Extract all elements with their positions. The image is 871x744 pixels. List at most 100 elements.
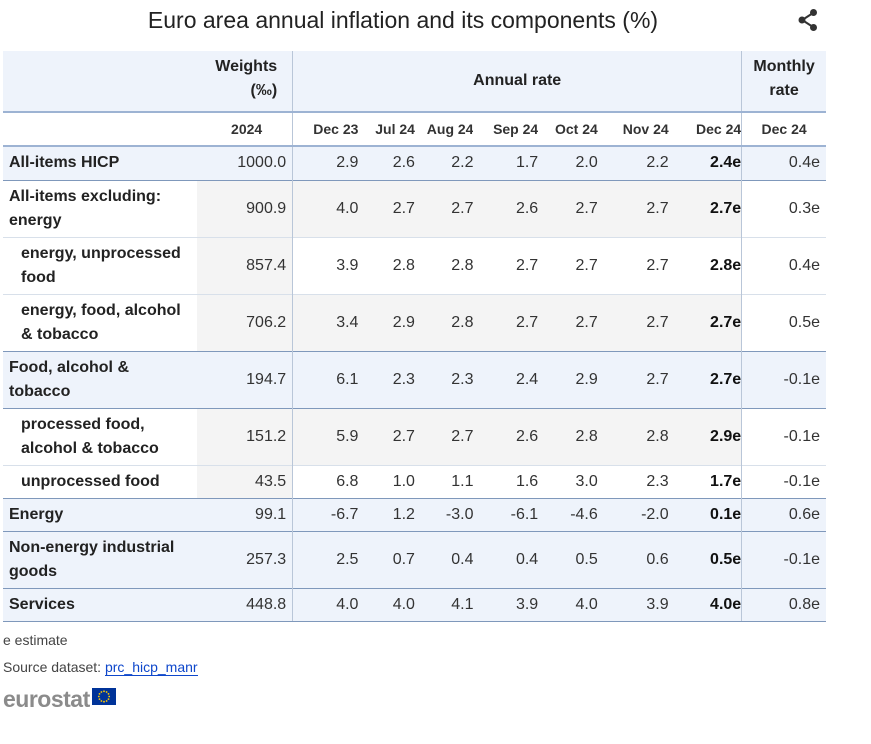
monthly-rate-cell: 0.4e bbox=[741, 236, 826, 294]
table-row: Services 448.8 4.0 4.0 4.1 3.9 4.0 3.9 4.0e 0.8e bbox=[3, 587, 826, 622]
annual-rate-cell: 2.7 bbox=[597, 236, 669, 294]
current-annual-rate-cell: 0.1e bbox=[668, 497, 742, 531]
current-annual-rate-cell: 1.7e bbox=[668, 464, 742, 498]
annual-rate-cell: 2.7 bbox=[597, 293, 669, 351]
annual-rate-cell: 2.8 bbox=[538, 407, 598, 465]
annual-rate-cell: 2.6 bbox=[473, 407, 539, 465]
annual-rate-cell: 1.7 bbox=[473, 146, 539, 180]
row-label: energy, food, alcohol & tobacco bbox=[3, 293, 198, 351]
eurostat-logo[interactable]: eurostat bbox=[3, 686, 116, 712]
annual-rate-cell: -3.0 bbox=[414, 497, 474, 531]
monthly-rate-cell: 0.4e bbox=[741, 146, 826, 180]
annual-rate-cell: 1.0 bbox=[358, 464, 415, 498]
annual-rate-cell: 3.0 bbox=[538, 464, 598, 498]
monthly-rate-cell: -0.1e bbox=[741, 464, 826, 498]
annual-rate-cell: -2.0 bbox=[597, 497, 669, 531]
annual-rate-cell: 3.4 bbox=[292, 293, 359, 351]
annual-rate-cell: 2.3 bbox=[597, 464, 669, 498]
weight-cell: 99.1 bbox=[197, 497, 293, 531]
column-header: Sep 24 bbox=[473, 111, 539, 147]
column-header-blank bbox=[3, 111, 198, 147]
annual-rate-cell: 4.0 bbox=[292, 179, 359, 237]
inflation-table: Weights (‰) Annual rate Monthly rate 202… bbox=[3, 51, 826, 622]
table-row: All-items HICP 1000.0 2.9 2.6 2.2 1.7 2.0 2.2 2.… bbox=[3, 146, 826, 180]
row-label: processed food, alcohol & tobacco bbox=[3, 407, 198, 465]
weight-cell: 151.2 bbox=[197, 407, 293, 465]
annual-rate-cell: 4.0 bbox=[292, 587, 359, 622]
annual-rate-cell: 4.0 bbox=[358, 587, 415, 622]
annual-rate-cell: 0.4 bbox=[473, 530, 539, 588]
annual-rate-cell: 0.7 bbox=[358, 530, 415, 588]
annual-rate-cell: 2.9 bbox=[538, 350, 598, 408]
annual-rate-cell: 2.8 bbox=[358, 236, 415, 294]
column-header: Dec 23 bbox=[292, 111, 359, 147]
estimate-note: e estimate bbox=[3, 632, 68, 648]
annual-rate-cell: 0.6 bbox=[597, 530, 669, 588]
annual-rate-cell: 2.8 bbox=[597, 407, 669, 465]
row-label: unprocessed food bbox=[3, 464, 198, 498]
annual-rate-cell: 3.9 bbox=[597, 587, 669, 622]
annual-rate-cell: 3.9 bbox=[473, 587, 539, 622]
column-header: Dec 24 bbox=[668, 111, 742, 147]
table-row: All-items excluding: energy 900.9 4.0 2.7 2.… bbox=[3, 179, 826, 237]
row-label: Food, alcohol & tobacco bbox=[3, 350, 198, 408]
monthly-rate-cell: 0.8e bbox=[741, 587, 826, 622]
weight-cell: 43.5 bbox=[197, 464, 293, 498]
source-line: Source dataset: prc_hicp_manr bbox=[3, 659, 198, 676]
monthly-rate-header: Monthly rate bbox=[741, 51, 826, 112]
annual-rate-cell: 2.5 bbox=[292, 530, 359, 588]
weight-cell: 1000.0 bbox=[197, 146, 293, 180]
eu-flag-icon bbox=[91, 688, 116, 710]
table-body: All-items HICP 1000.0 2.9 2.6 2.2 1.7 2.0 2.2 2.… bbox=[3, 146, 826, 622]
annual-rate-cell: 2.7 bbox=[358, 179, 415, 237]
column-header: Oct 24 bbox=[538, 111, 598, 147]
annual-rate-cell: 5.9 bbox=[292, 407, 359, 465]
weights-header: Weights (‰) bbox=[197, 51, 293, 112]
row-label: energy, unprocessed food bbox=[3, 236, 198, 294]
table-row: energy, food, alcohol & tobacco 706.2 3.4 2… bbox=[3, 293, 826, 351]
column-header: Dec 24 bbox=[741, 111, 826, 147]
annual-rate-cell: 2.7 bbox=[358, 407, 415, 465]
header-row-columns: 2024 Dec 23 Jul 24 Aug 24 Sep 24 Oct 24 Nov 24… bbox=[3, 111, 826, 147]
table-row: processed food, alcohol & tobacco 151.2 5.… bbox=[3, 407, 826, 465]
column-header: Nov 24 bbox=[597, 111, 669, 147]
monthly-rate-cell: -0.1e bbox=[741, 407, 826, 465]
annual-rate-cell: 2.9 bbox=[358, 293, 415, 351]
current-annual-rate-cell: 0.5e bbox=[668, 530, 742, 588]
current-annual-rate-cell: 4.0e bbox=[668, 587, 742, 622]
annual-rate-cell: 2.7 bbox=[538, 179, 598, 237]
share-icon[interactable] bbox=[796, 8, 820, 32]
monthly-rate-cell: -0.1e bbox=[741, 350, 826, 408]
current-annual-rate-cell: 2.8e bbox=[668, 236, 742, 294]
annual-rate-cell: 3.9 bbox=[292, 236, 359, 294]
annual-rate-cell: -4.6 bbox=[538, 497, 598, 531]
annual-rate-cell: 2.7 bbox=[414, 407, 474, 465]
annual-rate-cell: 2.8 bbox=[414, 236, 474, 294]
annual-rate-cell: 2.4 bbox=[473, 350, 539, 408]
current-annual-rate-cell: 2.7e bbox=[668, 179, 742, 237]
annual-rate-cell: 0.4 bbox=[414, 530, 474, 588]
annual-rate-cell: 6.8 bbox=[292, 464, 359, 498]
monthly-rate-cell: 0.5e bbox=[741, 293, 826, 351]
annual-rate-cell: 1.6 bbox=[473, 464, 539, 498]
annual-rate-cell: 2.7 bbox=[473, 236, 539, 294]
monthly-rate-cell: -0.1e bbox=[741, 530, 826, 588]
row-label: All-items HICP bbox=[3, 146, 198, 180]
annual-rate-cell: 1.1 bbox=[414, 464, 474, 498]
annual-rate-cell: 2.7 bbox=[597, 350, 669, 408]
annual-rate-cell: 4.1 bbox=[414, 587, 474, 622]
row-label: All-items excluding: energy bbox=[3, 179, 198, 237]
source-dataset-link[interactable]: prc_hicp_manr bbox=[104, 659, 198, 676]
weights-header-label: Weights bbox=[215, 58, 278, 75]
annual-rate-cell: -6.7 bbox=[292, 497, 359, 531]
annual-rate-cell: 2.7 bbox=[473, 293, 539, 351]
weight-cell: 857.4 bbox=[197, 236, 293, 294]
monthly-rate-cell: 0.6e bbox=[741, 497, 826, 531]
row-label: Non-energy industrial goods bbox=[3, 530, 198, 588]
table-row: energy, unprocessed food 857.4 3.9 2.8 2.8 2.… bbox=[3, 236, 826, 294]
column-header: 2024 bbox=[197, 111, 293, 147]
table-row: Non-energy industrial goods 257.3 2.5 0.7 0.… bbox=[3, 530, 826, 588]
header-row-groups: Weights (‰) Annual rate Monthly rate bbox=[3, 51, 826, 112]
monthly-rate-cell: 0.3e bbox=[741, 179, 826, 237]
current-annual-rate-cell: 2.7e bbox=[668, 350, 742, 408]
